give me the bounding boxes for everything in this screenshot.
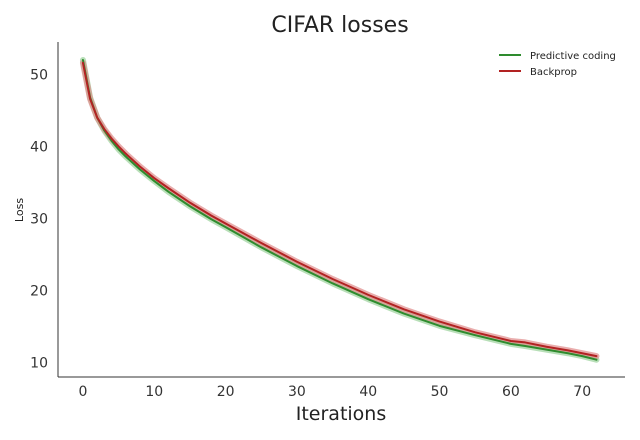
y-axis-label: Loss: [13, 198, 26, 222]
x-tick-label: 30: [288, 384, 306, 400]
x-tick-label: 40: [359, 384, 377, 400]
y-tick-label: 10: [30, 356, 48, 372]
x-tick-label: 20: [217, 384, 235, 400]
x-tick-label: 50: [431, 384, 449, 400]
y-tick-labels: 10 20 30 40 50: [30, 67, 48, 371]
y-tick-label: 50: [30, 67, 48, 83]
x-tick-label: 10: [145, 384, 163, 400]
legend-label-backprop: Backprop: [530, 67, 577, 78]
series-layer: [79, 57, 600, 363]
legend: Predictive coding Backprop: [499, 51, 616, 78]
legend-label-predictive-coding: Predictive coding: [530, 51, 616, 62]
x-tick-label: 70: [573, 384, 591, 400]
series-band-1: [79, 59, 600, 360]
series-line-0: [81, 59, 598, 361]
series-line-1: [81, 61, 598, 358]
y-tick-label: 20: [30, 284, 48, 300]
y-tick-label: 40: [30, 139, 48, 155]
x-tick-labels: 0 10 20 30 40 50 60 70: [79, 384, 592, 400]
x-tick-label: 60: [502, 384, 520, 400]
x-axis-label: Iterations: [296, 403, 387, 425]
series-band-0: [79, 57, 600, 363]
chart-title: CIFAR losses: [271, 13, 408, 38]
x-tick-label: 0: [79, 384, 88, 400]
y-tick-label: 30: [30, 212, 48, 228]
